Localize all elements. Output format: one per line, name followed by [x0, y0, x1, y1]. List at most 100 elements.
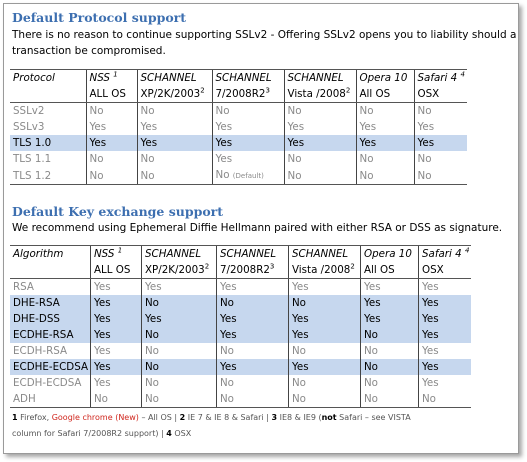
kex-cell: Yes — [359, 311, 419, 327]
protocol-cell: No — [355, 151, 414, 167]
protocol-subheader-cell-label: OSX — [417, 88, 440, 100]
kex-subheader-cell-label: OSX — [421, 264, 444, 276]
kex-cell: ECDH-ECDSA — [13, 377, 82, 389]
protocol-subheader-cell-0 — [10, 86, 86, 103]
footnote-not: not — [321, 413, 337, 422]
protocol-subheader-cell-6: OSX — [413, 86, 467, 103]
footnote-line2: column for Safari 7/2008R2 support) | — [12, 429, 164, 438]
protocol-row: SSLv3 Yes Yes Yes Yes Yes Yes — [10, 119, 467, 135]
footnote-1-text: Firefox, — [20, 413, 50, 422]
protocol-row: TLS 1.1 No No Yes No No No — [10, 151, 467, 167]
kex-subheader-cell-5: All OS — [359, 262, 419, 279]
kex-header-row: Algorithm NSS 1 SCHANNEL SCHANNEL SCHANNEL Op… — [10, 245, 472, 262]
kex-cell: Yes — [215, 359, 289, 375]
kex-cell: No — [215, 295, 289, 311]
protocol-cell: No — [283, 167, 356, 185]
protocol-heading: Default Protocol support — [12, 10, 187, 25]
footnote-2-marker: 2 — [179, 413, 186, 422]
kex-header-cell-4: SCHANNEL — [287, 245, 361, 262]
kex-cell: DHE-RSA — [10, 295, 91, 311]
kex-cell: Yes — [140, 311, 217, 327]
protocol-cell: Yes — [355, 135, 414, 151]
protocol-cell: Yes — [136, 119, 212, 135]
protocol-cell: Yes — [211, 151, 284, 167]
kex-cell: ADH — [10, 391, 91, 408]
kex-cell: Yes — [287, 359, 361, 375]
kex-subheader-row: ALL OS XP/2K/20032 7/2008R23 Vista /20082 Al… — [10, 262, 472, 279]
protocol-header-cell-label: NSS — [89, 72, 110, 84]
protocol-header-row: Protocol NSS 1 SCHANNEL SCHANNEL SCHANNEL Ope… — [10, 69, 467, 86]
kex-desc: We recommend using Ephemeral Diffie Hell… — [12, 222, 503, 234]
protocol-cell: No — [283, 151, 356, 167]
protocol-subheader-cell-5: All OS — [355, 86, 414, 103]
protocol-header-cell-label: SCHANNEL — [140, 72, 197, 84]
protocol-cell: Yes — [283, 119, 356, 135]
protocol-header-cell-label: SCHANNEL — [215, 72, 272, 84]
kex-header-cell-label: SCHANNEL — [219, 248, 277, 260]
kex-header-cell-3: SCHANNEL — [215, 245, 289, 262]
kex-header-cell-label: Algorithm — [13, 248, 64, 260]
protocol-subheader-cell-4: Vista /20082 — [283, 86, 356, 103]
kex-cell: No — [215, 375, 289, 391]
kex-cell: DHE-DSS — [10, 311, 91, 327]
kex-cell: No — [287, 295, 361, 311]
protocol-cell: No — [136, 167, 212, 185]
protocol-cell: No — [85, 167, 137, 185]
protocol-subheader-cell-1: ALL OS — [85, 86, 137, 103]
kex-cell: Yes — [89, 278, 142, 295]
protocol-cell: Yes — [136, 135, 212, 151]
protocol-header-cell-5: Opera 10 — [355, 69, 414, 86]
kex-header-cell-0: Algorithm — [10, 245, 91, 262]
kex-heading: Default Key exchange support — [12, 204, 224, 219]
protocol-cell: No — [136, 151, 212, 167]
protocol-cell: Yes — [283, 135, 356, 151]
kex-cell: No — [140, 295, 217, 311]
protocol-header-cell-4: SCHANNEL — [283, 69, 356, 86]
kex-subheader-cell-4: Vista /20082 — [287, 262, 361, 279]
footnote-3-text: IE8 & IE9 ( — [279, 413, 322, 422]
footnote-1-marker: 1 — [12, 413, 18, 422]
kex-cell: No — [140, 343, 217, 359]
footnote-3-tail: Safari – see VISTA — [339, 413, 411, 422]
kex-subheader-cell-3: 7/2008R23 — [215, 262, 289, 279]
protocol-header-cell-3: SCHANNEL — [211, 69, 284, 86]
kex-subheader-cell-label: ALL OS — [93, 264, 131, 276]
kex-cell: No — [140, 391, 217, 408]
protocol-header-cell-label: Safari 4 — [417, 72, 458, 84]
protocol-cell: SSLv2 — [13, 105, 45, 117]
kex-cell: Yes — [215, 278, 289, 295]
kex-row: ADH No No No No No No — [10, 391, 472, 408]
kex-cell: Yes — [417, 343, 472, 359]
kex-row: ECDH-RSA Yes No No No No Yes — [10, 343, 472, 359]
protocol-subheader-cell-label: Vista /2008 — [287, 88, 346, 100]
kex-cell: No — [359, 391, 419, 408]
protocol-cell: SSLv3 — [13, 121, 45, 133]
kex-cell: Yes — [215, 311, 289, 327]
protocol-cell: No — [413, 167, 467, 185]
protocol-desc-line2: transaction be compromised. — [12, 45, 166, 57]
protocol-header-cell-label: Opera 10 — [359, 72, 408, 84]
kex-cell: No — [359, 327, 419, 343]
kex-cell: Yes — [417, 278, 472, 295]
protocol-cell: No — [85, 151, 137, 167]
kex-subheader-cell-2: XP/2K/20032 — [140, 262, 217, 279]
protocol-subheader-cell-3: 7/2008R23 — [211, 86, 284, 103]
kex-cell: Yes — [417, 359, 472, 375]
kex-header-cell-label: SCHANNEL — [144, 248, 202, 260]
protocol-cell: TLS 1.0 — [10, 135, 86, 151]
kex-table: Algorithm NSS 1 SCHANNEL SCHANNEL SCHANNEL Op… — [10, 245, 472, 408]
protocol-cell: Yes — [211, 135, 284, 151]
footnote-2-text: IE 7 & IE 8 & Safari | — [187, 413, 269, 422]
protocol-cell: Yes — [85, 119, 137, 135]
protocol-header-cell-6: Safari 4 4 — [413, 69, 467, 86]
kex-cell: Yes — [417, 327, 472, 343]
default-note: (Default) — [232, 172, 264, 180]
kex-cell: No — [359, 343, 419, 359]
protocol-cell: No — [136, 102, 212, 119]
protocol-cell: Yes — [413, 135, 467, 151]
kex-cell: No — [215, 391, 289, 408]
footnote-ref: 2 — [200, 86, 205, 95]
kex-cell: Yes — [140, 278, 217, 295]
kex-header-cell-1: NSS 1 — [89, 245, 142, 262]
kex-header-cell-label: NSS — [93, 248, 115, 260]
